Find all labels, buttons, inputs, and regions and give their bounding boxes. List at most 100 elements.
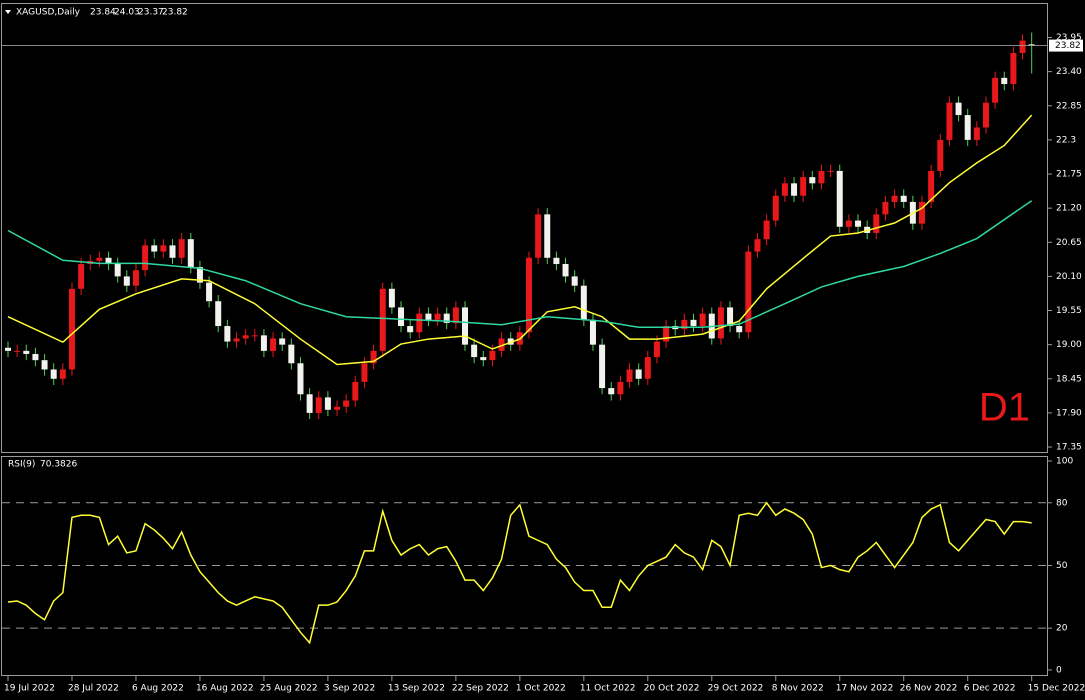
candle-body xyxy=(196,267,203,283)
candle-body xyxy=(1010,53,1017,85)
candle-body xyxy=(745,251,752,333)
candle-body xyxy=(836,170,843,227)
candle-body xyxy=(78,263,85,289)
candle-body xyxy=(617,381,624,395)
candle-body xyxy=(791,183,798,196)
candle-body xyxy=(352,381,359,401)
candle-body xyxy=(855,220,862,227)
candle-body xyxy=(580,285,587,320)
candle-body xyxy=(562,263,569,277)
candle-body xyxy=(416,313,423,333)
menu-arrow[interactable] xyxy=(5,10,11,14)
candle-body xyxy=(818,170,825,184)
candle-body xyxy=(270,338,277,351)
price-panel-frame xyxy=(1,3,1048,453)
candle-body xyxy=(251,335,258,337)
candle-body xyxy=(1001,77,1008,85)
chart-title: XAGUSD,Daily xyxy=(16,8,81,18)
candle-body xyxy=(398,307,405,327)
header-open: 23.84 xyxy=(90,8,116,18)
candle-body xyxy=(334,406,341,410)
y-tick-label: 50 xyxy=(1056,561,1068,571)
candle-body xyxy=(544,214,551,258)
candle-body xyxy=(589,319,596,345)
y-tick-label: 23.40 xyxy=(1056,67,1082,77)
candle-body xyxy=(489,350,496,361)
candle-body xyxy=(370,350,377,364)
candle-body xyxy=(132,270,139,286)
y-tick-label: 19.00 xyxy=(1056,340,1082,350)
rsi-panel-frame xyxy=(1,456,1048,676)
moving-average xyxy=(7,114,1033,366)
y-tick-label: 21.20 xyxy=(1056,204,1082,214)
candle-body xyxy=(644,357,651,379)
candle-body xyxy=(800,177,807,196)
x-tick-label: 28 Jul 2022 xyxy=(68,684,119,694)
candle-body xyxy=(434,313,441,320)
candle-body xyxy=(215,301,222,327)
candle-body xyxy=(955,102,962,116)
candle-body xyxy=(288,344,295,364)
y-tick-label: 21.75 xyxy=(1056,170,1082,180)
candle-body xyxy=(242,335,249,339)
y-tick-label: 17.35 xyxy=(1056,443,1082,453)
candle-body xyxy=(114,263,121,277)
y-tick-label: 17.90 xyxy=(1056,408,1082,418)
candle-body xyxy=(663,326,670,342)
candle-body xyxy=(425,313,432,320)
candle-body xyxy=(781,183,788,196)
candle-body xyxy=(59,369,66,379)
candle-body xyxy=(41,360,48,370)
candle-body xyxy=(32,353,39,361)
candle-body xyxy=(845,220,852,227)
candle-body xyxy=(452,307,459,323)
candle-body xyxy=(480,357,487,361)
candle-body xyxy=(315,397,322,413)
candle-body xyxy=(599,344,606,389)
candle-body xyxy=(343,400,350,407)
y-tick-label: 23.95 xyxy=(1056,33,1082,43)
x-tick-label: 29 Oct 2022 xyxy=(708,684,764,694)
candle-body xyxy=(178,239,185,258)
x-tick-label: 26 Nov 2022 xyxy=(900,684,958,694)
header-close: 23.82 xyxy=(162,8,188,18)
candle-body xyxy=(946,102,953,140)
candle-body xyxy=(928,170,935,202)
x-tick-label: 13 Sep 2022 xyxy=(388,684,445,694)
candle-body xyxy=(727,307,734,327)
candle-body xyxy=(919,201,925,224)
x-tick-label: 15 Dec 2022 xyxy=(1028,684,1085,694)
candle-body xyxy=(754,239,761,252)
x-tick-label: 22 Sep 2022 xyxy=(452,684,509,694)
rsi-line xyxy=(7,501,1032,645)
candle-body xyxy=(297,363,304,395)
current-price-label: 23.82 xyxy=(1055,41,1081,51)
candle-body xyxy=(690,319,697,327)
candle-body xyxy=(882,201,889,215)
candle-body xyxy=(772,195,779,221)
candle-body xyxy=(407,326,414,333)
x-tick-label: 19 Jul 2022 xyxy=(4,684,55,694)
x-tick-label: 11 Oct 2022 xyxy=(580,684,636,694)
x-tick-label: 6 Dec 2022 xyxy=(964,684,1016,694)
candle-body xyxy=(507,338,514,345)
candle-body xyxy=(553,257,560,264)
candle-body xyxy=(937,139,944,171)
candle-body xyxy=(736,326,743,333)
x-tick-label: 25 Aug 2022 xyxy=(260,684,318,694)
x-tick-label: 16 Aug 2022 xyxy=(196,684,254,694)
candle-body xyxy=(1028,44,1035,46)
candle-body xyxy=(525,257,532,333)
candle-body xyxy=(992,77,999,103)
candle-body xyxy=(443,313,450,323)
candle-body xyxy=(123,276,130,286)
candle-body xyxy=(5,347,11,351)
candle-body xyxy=(96,257,103,261)
candle-body xyxy=(361,363,368,382)
candle-body xyxy=(68,288,75,370)
candle-body xyxy=(50,369,57,379)
y-tick-label: 0 xyxy=(1056,665,1062,675)
x-tick-label: 3 Sep 2022 xyxy=(324,684,375,694)
y-tick-label: 20 xyxy=(1056,624,1068,634)
